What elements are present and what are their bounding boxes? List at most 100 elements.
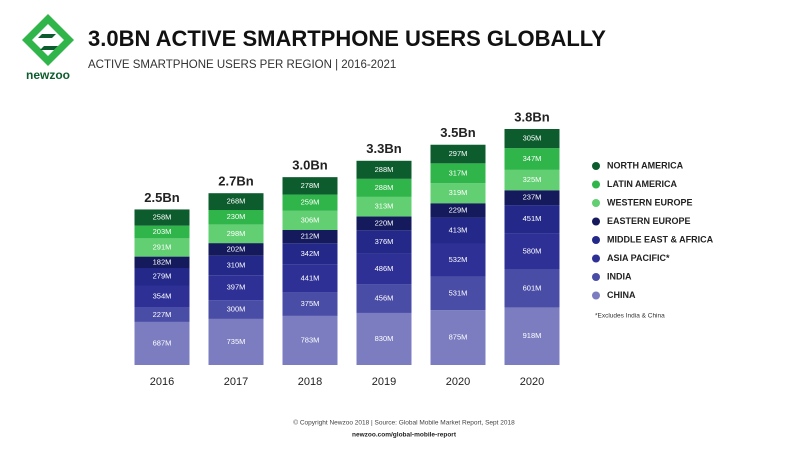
bar-segment [356, 196, 412, 217]
bar-segment [504, 190, 560, 206]
bar-segment [504, 269, 560, 308]
legend-label: EASTERN EUROPE [607, 216, 691, 226]
value-label: 203M [153, 227, 172, 236]
total-label: 3.5Bn [440, 125, 475, 140]
legend-swatch [592, 180, 600, 189]
bar-segment [134, 256, 190, 269]
bar-segment [504, 205, 560, 234]
value-label: 397M [227, 283, 246, 292]
legend-swatch [592, 199, 600, 207]
legend-label: WESTERN EUROPE [607, 197, 693, 207]
legend-label: CHINA [607, 290, 636, 300]
value-label: 291M [153, 242, 172, 251]
bar-segment [134, 268, 190, 286]
bar-segment [356, 160, 412, 179]
logo [22, 14, 74, 66]
legend-swatch [592, 217, 600, 226]
value-label: 375M [301, 299, 320, 308]
value-label: 783M [301, 335, 320, 344]
bar-segment [208, 255, 264, 276]
value-label: 830M [375, 334, 394, 343]
legend-label: INDIA [607, 271, 632, 281]
value-label: 317M [449, 168, 468, 177]
bar-segment [356, 253, 412, 285]
value-label: 202M [227, 244, 246, 253]
value-label: 347M [523, 154, 542, 163]
bar-segment [134, 225, 190, 239]
value-label: 237M [523, 193, 542, 202]
value-label: 268M [227, 197, 246, 206]
legend-label: MIDDLE EAST & AFRICA [607, 234, 714, 244]
value-label: 313M [375, 202, 394, 211]
bar-segment [282, 194, 338, 211]
bar-segment [430, 243, 486, 277]
value-label: 298M [227, 229, 246, 238]
source: © Copyright Newzoo 2018 | Source: Global… [293, 419, 515, 427]
bar-segment [504, 128, 560, 149]
legend-swatch [592, 236, 600, 244]
bar-segment [208, 300, 264, 319]
bar-segment [282, 177, 338, 195]
value-label: 580M [523, 247, 542, 256]
url: newzoo.com/global-mobile-report [352, 432, 457, 439]
bar-segment [208, 210, 264, 225]
bar-segment [134, 285, 190, 308]
bar-segment [282, 292, 338, 316]
value-label: 279M [153, 272, 172, 281]
bar-segment [356, 284, 412, 313]
bar-segment [356, 178, 412, 197]
x-tick-label: 2019 [372, 376, 396, 388]
bar-segment [282, 264, 338, 293]
x-tick-label: 2020 [520, 376, 544, 388]
value-label: 376M [375, 237, 394, 246]
x-tick-label: 2020 [446, 376, 470, 388]
value-label: 230M [227, 212, 246, 221]
bar-segment [282, 315, 338, 365]
total-label: 3.0Bn [292, 158, 327, 173]
value-label: 918M [523, 331, 542, 340]
legend-label: LATIN AMERICA [607, 179, 677, 189]
bar-segment [356, 312, 412, 365]
bar-segment [356, 216, 412, 231]
value-label: 486M [375, 264, 394, 273]
bar-segment [430, 310, 486, 365]
value-label: 441M [301, 274, 320, 283]
bar-segment [208, 275, 264, 301]
value-label: 451M [523, 214, 542, 223]
value-label: 300M [227, 304, 246, 313]
value-label: 297M [449, 149, 468, 158]
bar-segment [504, 148, 560, 170]
value-label: 601M [523, 284, 542, 293]
value-label: 456M [375, 294, 394, 303]
value-label: 325M [523, 175, 542, 184]
bar-segment [430, 183, 486, 204]
bar-segment [134, 209, 190, 226]
bar-segment [208, 193, 264, 211]
subtitle: ACTIVE SMARTPHONE USERS PER REGION | 201… [88, 59, 396, 71]
value-label: 413M [449, 226, 468, 235]
value-label: 531M [449, 288, 468, 297]
bar-segment [208, 318, 264, 365]
bar-segment [504, 233, 560, 270]
brand: newzoo [26, 68, 70, 82]
total-label: 2.5Bn [144, 190, 179, 205]
x-tick-label: 2017 [224, 376, 248, 388]
value-label: 258M [153, 213, 172, 222]
bar-segment [282, 210, 338, 231]
legend-swatch [592, 291, 600, 300]
legend-label: ASIA PACIFIC* [607, 253, 670, 263]
bar-segment [282, 243, 338, 265]
value-label: 306M [301, 215, 320, 224]
bar-segment [208, 243, 264, 256]
value-label: 342M [301, 249, 320, 258]
value-label: 259M [301, 198, 320, 207]
bar-segment [208, 224, 264, 244]
x-tick-label: 2018 [298, 376, 322, 388]
value-label: 212M [301, 232, 320, 241]
value-label: 182M [153, 257, 172, 266]
total-label: 3.3Bn [366, 141, 401, 156]
chart-title: 3.0BN ACTIVE SMARTPHONE USERS GLOBALLY [88, 26, 606, 51]
value-label: 875M [449, 333, 468, 342]
value-label: 305M [523, 134, 542, 143]
bar-segment [430, 203, 486, 218]
